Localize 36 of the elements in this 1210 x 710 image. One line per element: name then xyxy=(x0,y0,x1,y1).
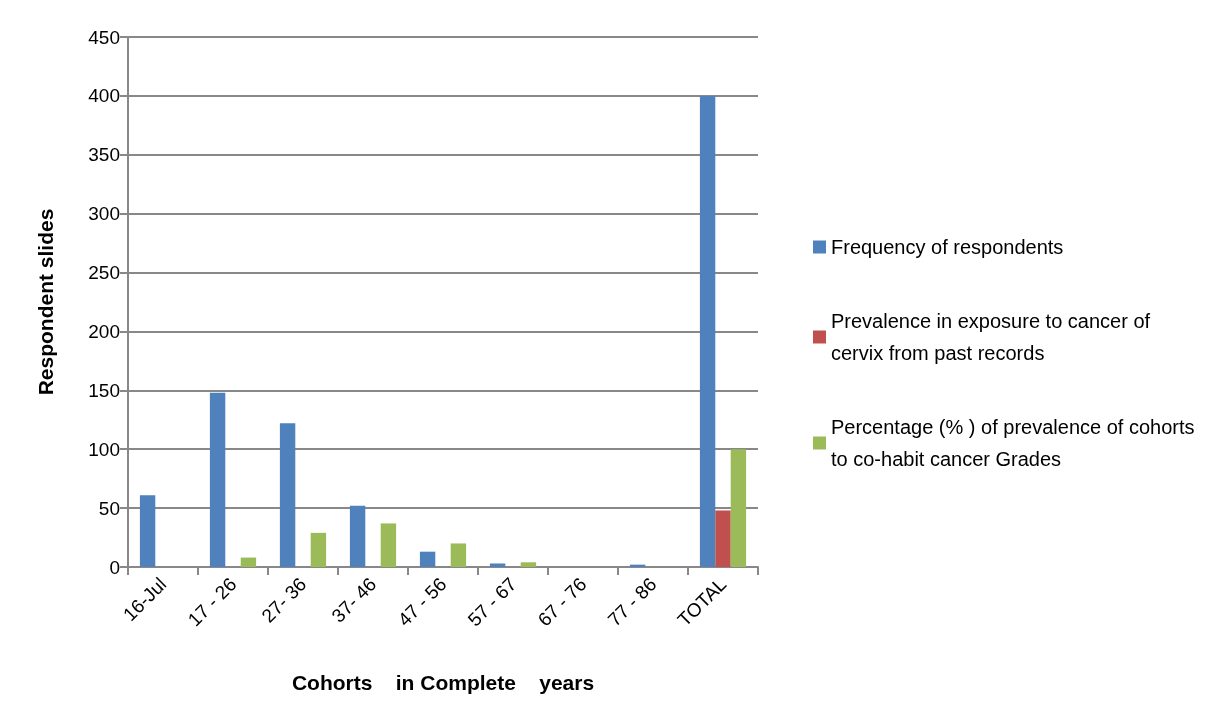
y-tick-label: 50 xyxy=(98,497,120,519)
legend-label: Prevalence in exposure to cancer of cervix from past records xyxy=(831,310,1156,364)
bar xyxy=(209,392,226,567)
bar xyxy=(380,523,397,567)
bar xyxy=(349,505,366,567)
x-tick-label: 77 - 86 xyxy=(603,573,661,631)
bar xyxy=(310,532,327,567)
y-tick-label: 100 xyxy=(88,438,120,460)
y-tick-label: 300 xyxy=(88,203,120,225)
bar xyxy=(489,563,506,567)
y-tick-label: 250 xyxy=(88,262,120,284)
bar xyxy=(240,557,257,567)
legend-label: Frequency of respondents xyxy=(831,236,1064,258)
bar xyxy=(520,562,537,567)
x-tick-label: 47 - 56 xyxy=(393,573,451,631)
x-tick-label: 57 - 67 xyxy=(463,573,521,631)
legend-label: Percentage (% ) of prevalence of cohorts to co-habit cancer Grades xyxy=(831,416,1201,470)
bar xyxy=(419,551,436,567)
y-tick-label: 350 xyxy=(88,144,120,166)
y-tick-label: 150 xyxy=(88,379,120,401)
bar xyxy=(139,495,156,567)
x-tick-label: 37- 46 xyxy=(327,573,381,627)
y-tick-label: 0 xyxy=(109,556,120,578)
x-tick-label: 17 - 26 xyxy=(183,573,241,631)
y-tick-label: 200 xyxy=(88,320,120,342)
y-axis-title: Respondent slides xyxy=(34,208,57,396)
bar xyxy=(450,543,467,567)
bar xyxy=(699,95,716,567)
y-tick-label: 400 xyxy=(88,85,120,107)
x-axis-title: Cohorts in Complete years xyxy=(291,671,595,694)
x-tick-label: 27- 36 xyxy=(257,573,311,627)
bar xyxy=(730,449,747,567)
bar xyxy=(279,423,296,567)
y-tick-label: 450 xyxy=(88,26,120,48)
bar xyxy=(715,510,731,567)
x-tick-label: 67 - 76 xyxy=(533,573,591,631)
